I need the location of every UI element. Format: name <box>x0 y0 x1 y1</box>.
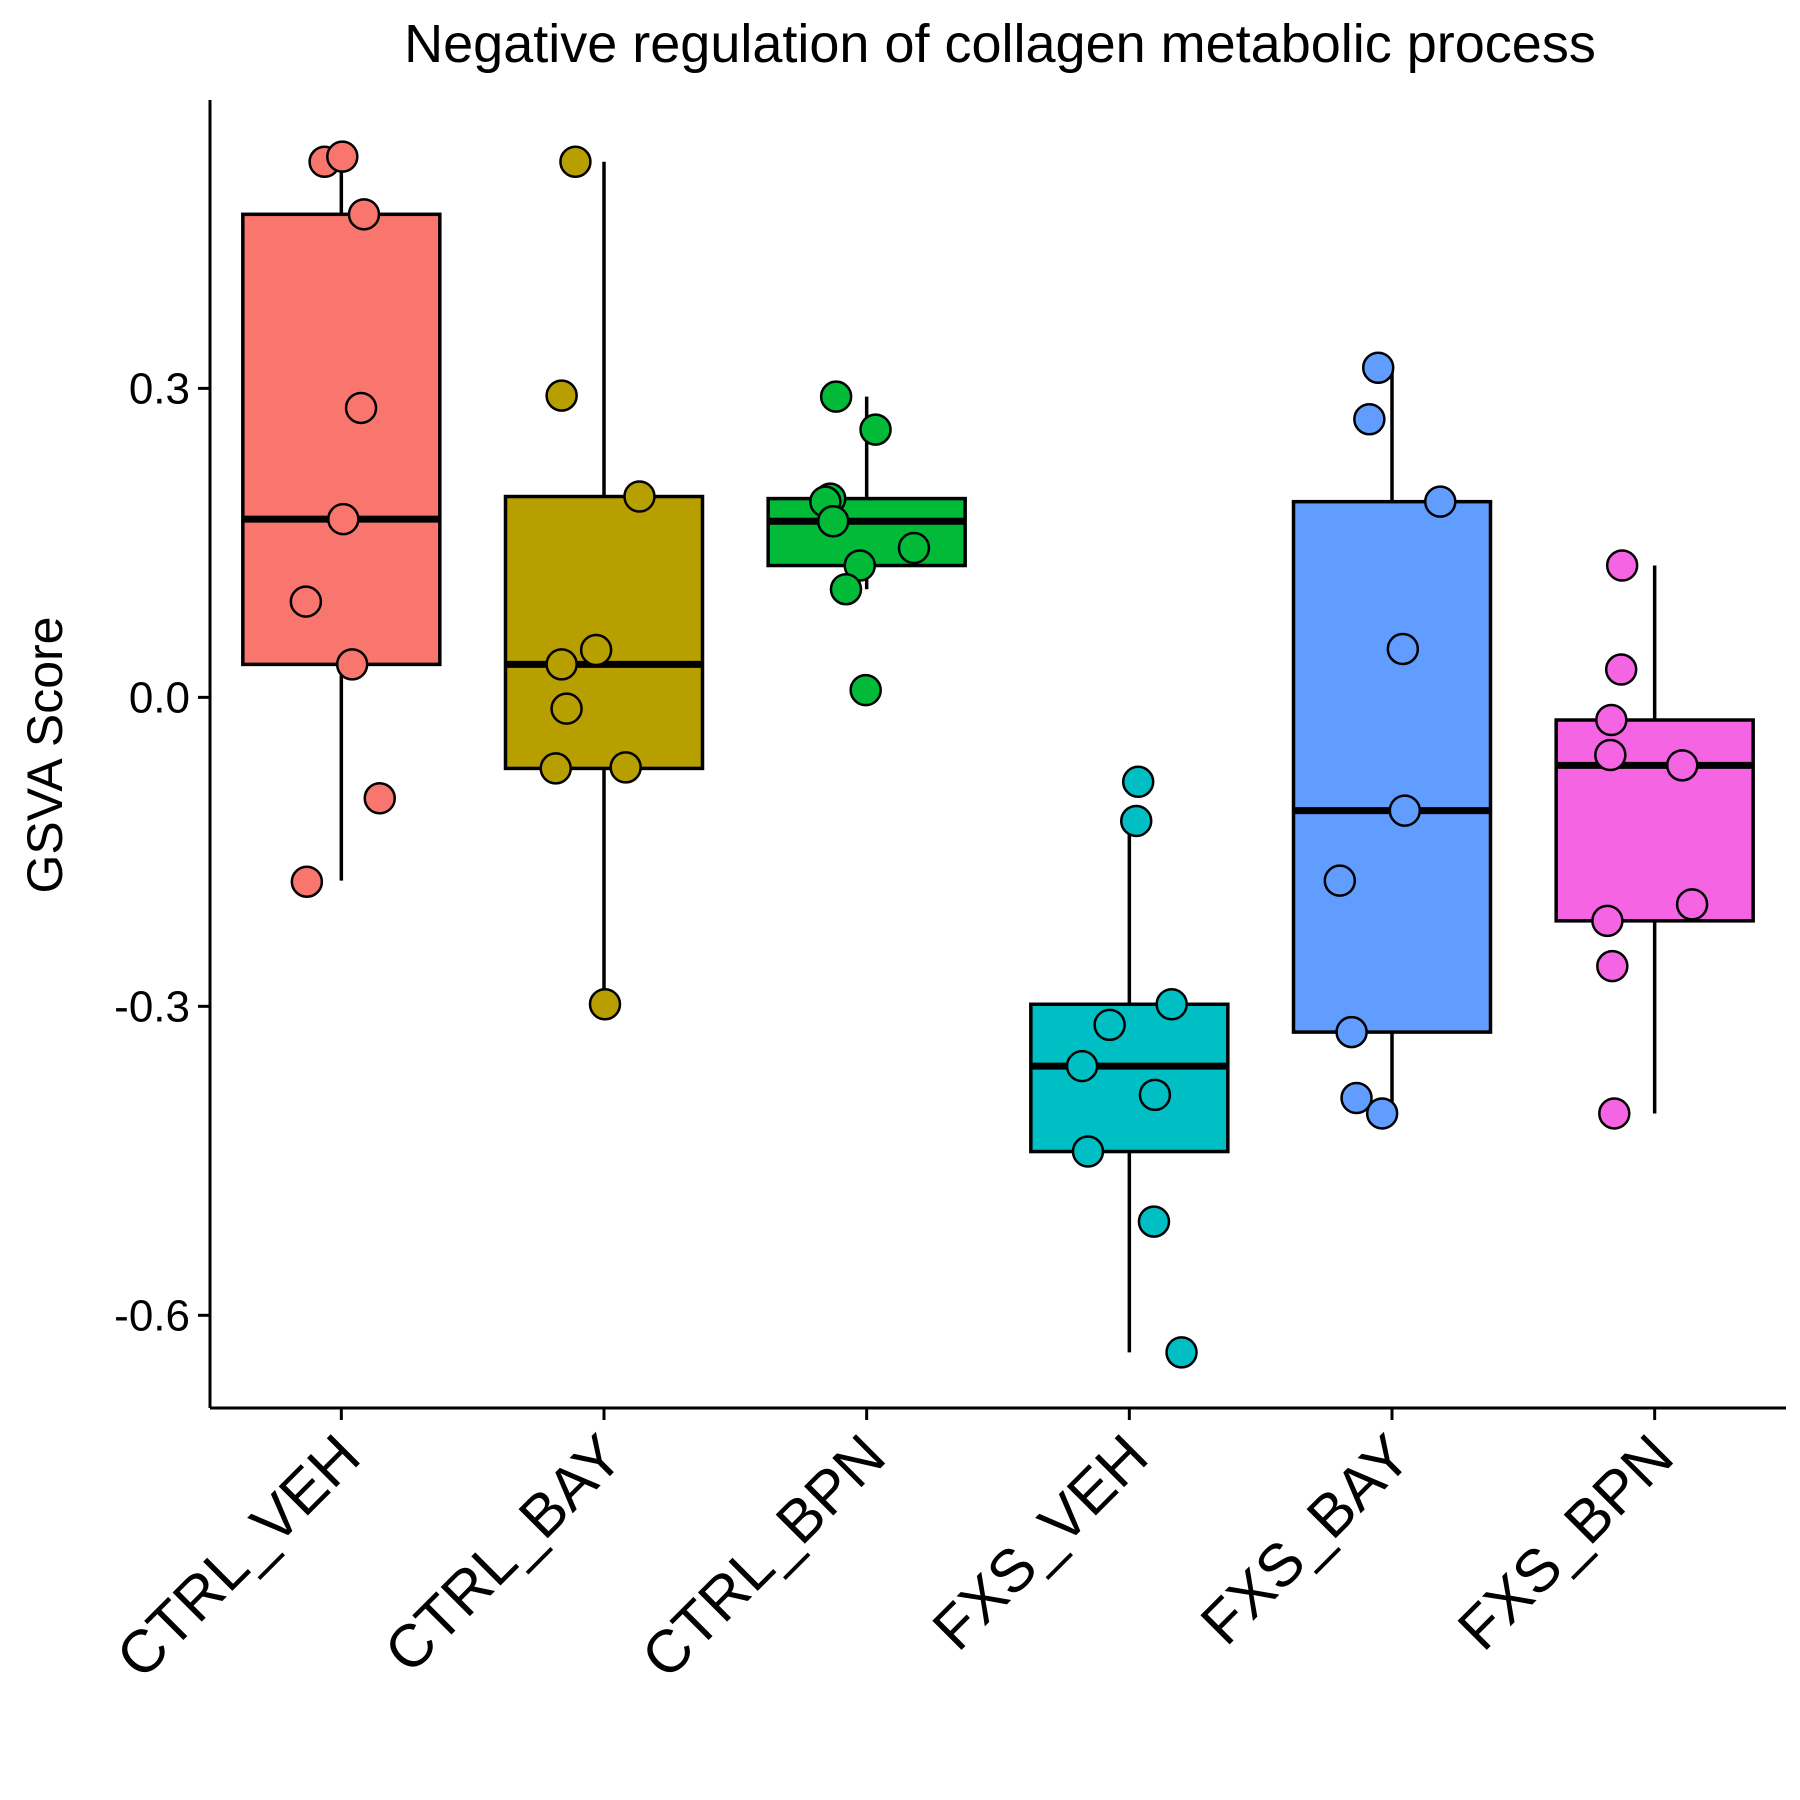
data-point <box>550 692 583 725</box>
box-ctrl-bay <box>503 161 705 1005</box>
box-body <box>503 494 705 771</box>
data-point <box>1604 653 1638 686</box>
data-point <box>1594 738 1627 772</box>
x-tick-label: CTRL_BPN <box>629 1422 898 1691</box>
box-body <box>1029 1002 1230 1154</box>
y-axis: 0.3 0.0 -0.3 -0.6 <box>114 100 212 1408</box>
data-point <box>1353 403 1386 436</box>
points-ctrl-bpn <box>809 380 931 707</box>
data-point <box>579 633 613 667</box>
data-point <box>609 751 642 784</box>
x-tick-label: FXS_VEH <box>920 1422 1161 1663</box>
data-point <box>1605 549 1639 582</box>
data-point <box>1165 1336 1198 1369</box>
data-point <box>1361 351 1395 385</box>
data-point <box>1121 765 1155 799</box>
data-point <box>588 988 622 1021</box>
y-axis-label: GSVA Score <box>17 617 73 894</box>
chart-title: Negative regulation of collagen metaboli… <box>404 14 1596 74</box>
points-ctrl-bay <box>539 145 656 1021</box>
data-point <box>1065 1049 1099 1083</box>
data-point <box>1323 864 1357 897</box>
box-body <box>241 212 442 667</box>
data-point <box>816 504 850 538</box>
data-point <box>829 572 863 606</box>
data-point <box>1591 904 1624 938</box>
data-point <box>1093 1008 1126 1042</box>
y-tick-label: -0.6 <box>114 1291 190 1340</box>
box-fxs-bay <box>1291 367 1493 1114</box>
boxes-layer <box>241 161 1755 1353</box>
data-point <box>1386 632 1420 666</box>
data-point <box>559 145 592 179</box>
box-fxs-veh <box>1029 825 1230 1353</box>
data-point <box>327 502 360 536</box>
data-point <box>1071 1135 1105 1168</box>
data-point <box>1138 1078 1172 1112</box>
data-point <box>347 198 381 231</box>
x-tick-label: FXS_BPN <box>1445 1422 1686 1663</box>
data-point <box>897 531 931 565</box>
data-point <box>1675 888 1709 921</box>
points-layer <box>289 140 1709 1369</box>
data-point <box>1137 1205 1171 1238</box>
y-tick-label: 0.0 <box>129 673 190 722</box>
data-point <box>1598 1097 1631 1130</box>
data-point <box>819 380 853 413</box>
x-tick-label: CTRL_VEH <box>104 1422 373 1691</box>
data-point <box>1665 749 1699 782</box>
y-tick-label: 0.3 <box>129 364 190 413</box>
points-fxs-bpn <box>1591 549 1709 1130</box>
data-point <box>326 140 359 173</box>
y-tick-label: -0.3 <box>114 982 190 1031</box>
points-ctrl-veh <box>289 140 396 898</box>
data-point <box>1365 1097 1399 1130</box>
data-point <box>344 391 378 425</box>
box-fxs-bpn <box>1554 565 1755 1114</box>
data-point <box>1155 988 1188 1021</box>
data-point <box>335 648 369 681</box>
data-point <box>1335 1015 1368 1049</box>
x-tick-label: FXS_BAY <box>1188 1422 1423 1657</box>
data-point <box>1119 804 1153 838</box>
data-point <box>363 782 396 815</box>
data-point <box>849 673 882 707</box>
points-fxs-bay <box>1323 351 1457 1130</box>
box-body <box>1554 718 1755 923</box>
data-point <box>545 379 578 412</box>
data-point <box>545 648 578 681</box>
data-point <box>623 480 656 513</box>
data-point <box>289 585 323 618</box>
x-tick-label: CTRL_BAY <box>372 1422 636 1686</box>
data-point <box>290 865 324 898</box>
data-point <box>1596 949 1629 983</box>
points-fxs-veh <box>1065 765 1198 1369</box>
data-point <box>1388 794 1422 827</box>
data-point <box>859 413 892 446</box>
box-body <box>1291 499 1493 1034</box>
data-point <box>843 549 877 582</box>
box-ctrl-veh <box>241 161 442 881</box>
data-point <box>1340 1081 1373 1115</box>
data-point <box>539 752 572 785</box>
data-point <box>1424 485 1457 518</box>
data-point <box>1595 703 1628 737</box>
